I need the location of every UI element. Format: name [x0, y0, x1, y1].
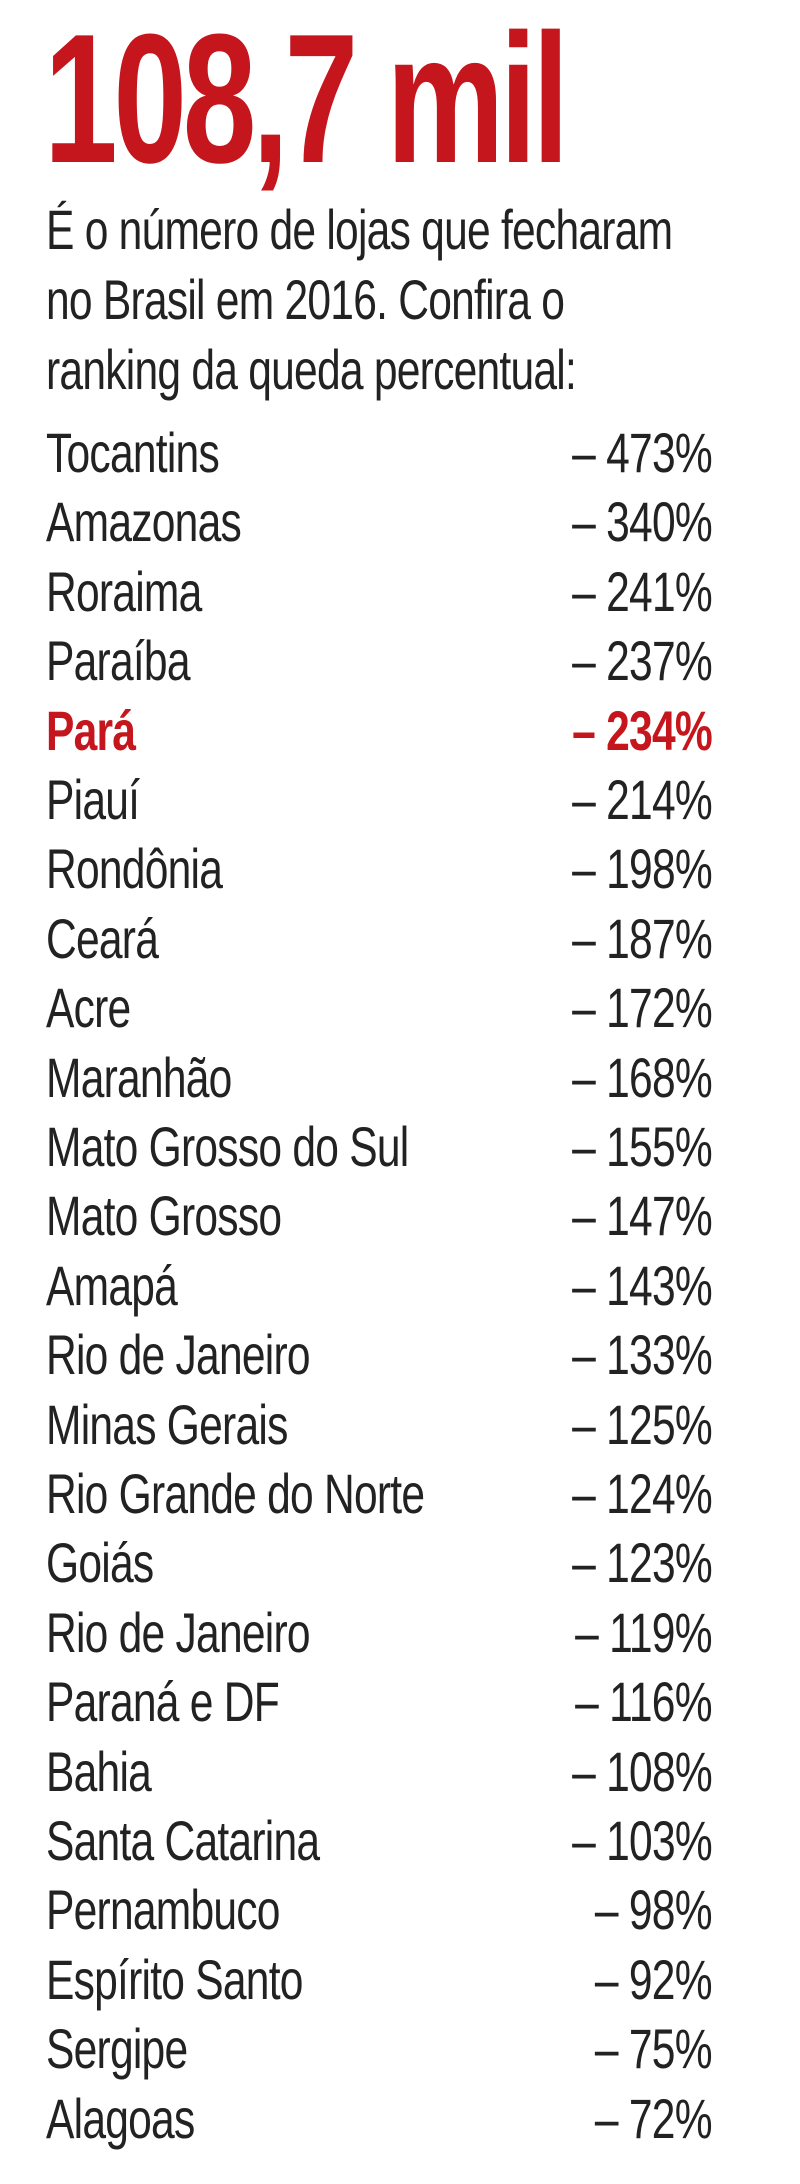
percent-change: – 340% — [572, 490, 713, 554]
state-name: Sergipe — [46, 2017, 188, 2081]
percent-change: – 133% — [572, 1323, 713, 1387]
percent-change: – 155% — [572, 1115, 713, 1178]
table-row: Sergipe – 75% — [46, 2017, 713, 2081]
percent-change: – 92% — [595, 1947, 713, 2011]
table-row: Tocantins – 473% — [46, 421, 713, 485]
percent-change: – 473% — [572, 421, 713, 484]
percent-change: – 72% — [595, 2086, 713, 2150]
table-row: Roraima – 241% — [46, 559, 713, 624]
state-name: Paraíba — [46, 629, 191, 693]
table-row: Piauí – 214% — [46, 768, 713, 832]
percent-change: – 116% — [575, 1670, 712, 1734]
percent-change: – 237% — [572, 629, 713, 693]
table-row: Maranhão – 168% — [46, 1045, 713, 1110]
table-row: Paraíba – 237% — [46, 629, 713, 693]
percent-change: – 198% — [572, 837, 713, 901]
percent-change: – 241% — [572, 559, 713, 623]
state-name: Rio Grande do Norte — [46, 1462, 425, 1525]
percent-change: – 234% — [572, 698, 713, 762]
table-row: Espírito Santo – 92% — [46, 1947, 713, 2012]
table-row: Rio de Janeiro – 133% — [46, 1323, 713, 1387]
state-name: Amapá — [46, 1253, 178, 1317]
percent-change: – 125% — [572, 1392, 713, 1456]
state-name: Pernambuco — [46, 1878, 280, 1942]
table-row: Amapá – 143% — [46, 1253, 713, 1318]
table-row: Alagoas – 72% — [46, 2086, 713, 2151]
state-name: Mato Grosso do Sul — [46, 1115, 409, 1178]
state-name: Piauí — [46, 768, 140, 831]
percent-change: – 187% — [572, 906, 713, 970]
percent-change: – 108% — [572, 1739, 713, 1803]
percent-change: – 75% — [595, 2017, 713, 2081]
state-name: Roraima — [46, 559, 202, 623]
table-row: Pará – 234% — [46, 698, 713, 763]
percent-change: – 214% — [572, 768, 713, 831]
state-name: Amazonas — [46, 490, 242, 554]
subtitle-line: ranking da queda percentual: — [46, 338, 577, 401]
percent-change: – 124% — [572, 1462, 713, 1525]
state-name: Alagoas — [46, 2086, 195, 2150]
table-row: Mato Grosso – 147% — [46, 1184, 713, 1248]
headline-number: 108,7 mil — [44, 0, 569, 201]
percent-change: – 147% — [572, 1184, 713, 1248]
table-row: Amazonas – 340% — [46, 490, 713, 554]
table-row: Paraná e DF – 116% — [46, 1670, 713, 1734]
table-row: Goiás – 123% — [46, 1531, 713, 1595]
state-name: Goiás — [46, 1531, 154, 1595]
state-name: Acre — [46, 976, 131, 1040]
state-name: Paraná e DF — [46, 1670, 280, 1734]
state-name: Espírito Santo — [46, 1947, 303, 2011]
state-name: Santa Catarina — [46, 1809, 320, 1872]
state-name: Bahia — [46, 1739, 152, 1803]
state-name: Rio de Janeiro — [46, 1323, 311, 1387]
table-row: Bahia – 108% — [46, 1739, 713, 1804]
subtitle-line: no Brasil em 2016. Confira o — [46, 268, 565, 331]
state-name: Minas Gerais — [46, 1392, 288, 1456]
table-row: Pernambuco – 98% — [46, 1878, 713, 1942]
state-name: Mato Grosso — [46, 1184, 282, 1248]
state-name: Tocantins — [46, 421, 220, 484]
state-name: Rondônia — [46, 837, 223, 901]
state-name: Maranhão — [46, 1045, 232, 1109]
state-name: Pará — [46, 698, 136, 762]
percent-change: – 119% — [575, 1600, 712, 1664]
table-row: Santa Catarina – 103% — [46, 1809, 713, 1873]
state-name: Ceará — [46, 906, 159, 970]
percent-change: – 103% — [572, 1809, 713, 1872]
percent-change: – 172% — [572, 976, 713, 1040]
percent-change: – 123% — [572, 1531, 713, 1595]
table-row: Rio Grande do Norte – 124% — [46, 1462, 713, 1526]
state-name: Rio de Janeiro — [46, 1600, 311, 1664]
percent-change: – 143% — [572, 1253, 713, 1317]
table-row: Mato Grosso do Sul – 155% — [46, 1115, 713, 1179]
table-row: Acre – 172% — [46, 976, 713, 1040]
table-row: Ceará – 187% — [46, 906, 713, 971]
table-row: Rondônia – 198% — [46, 837, 713, 901]
table-row: Minas Gerais – 125% — [46, 1392, 713, 1457]
subtitle-line: É o número de lojas que fecharam — [46, 198, 673, 261]
table-row: Rio de Janeiro – 119% — [46, 1600, 713, 1665]
percent-change: – 98% — [595, 1878, 713, 1942]
percent-change: – 168% — [572, 1045, 713, 1109]
